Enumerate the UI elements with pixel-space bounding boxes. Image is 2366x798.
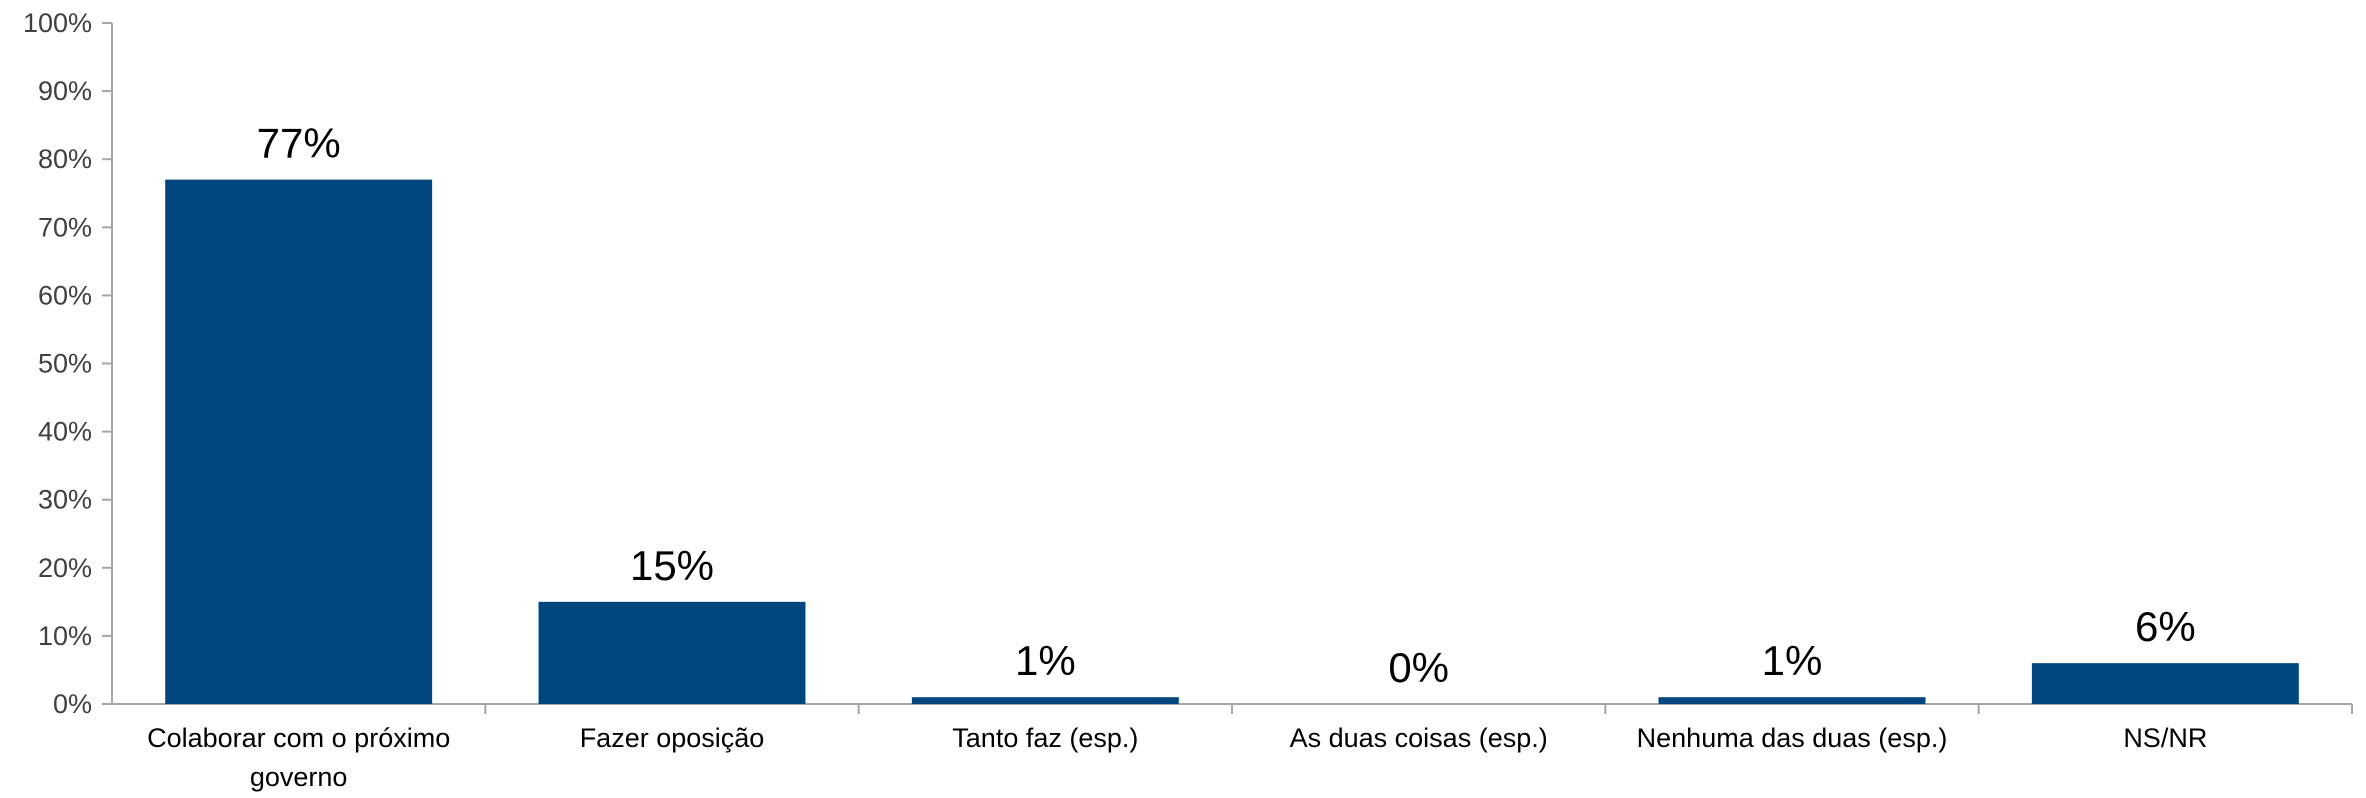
y-tick-label: 60% [38,280,92,310]
data-label: 6% [2135,603,2196,650]
x-category-label: NS/NR [2123,723,2207,753]
x-category-label: As duas coisas (esp.) [1290,723,1548,753]
y-tick-label: 80% [38,144,92,174]
x-category-label: Nenhuma das duas (esp.) [1637,723,1948,753]
y-tick-label: 10% [38,621,92,651]
y-tick-label: 100% [23,8,92,38]
x-category-label: Tanto faz (esp.) [952,723,1138,753]
y-tick-label: 30% [38,485,92,515]
bar [165,179,433,704]
data-label: 15% [630,542,714,589]
y-tick-label: 90% [38,76,92,106]
data-label: 1% [1015,637,1076,684]
y-tick-label: 50% [38,349,92,379]
y-tick-label: 40% [38,417,92,447]
y-tick-label: 70% [38,212,92,242]
x-category-label: governo [250,762,348,792]
bar [911,697,1179,704]
data-label: 0% [1388,644,1449,691]
bar [2031,663,2299,704]
x-category-label: Colaborar com o próximo [147,723,450,753]
bar [538,601,806,704]
bar [1658,697,1926,704]
data-label: 1% [1762,637,1823,684]
data-label: 77% [257,120,341,167]
y-tick-label: 0% [53,689,92,719]
x-category-label: Fazer oposição [580,723,765,753]
y-tick-label: 20% [38,553,92,583]
